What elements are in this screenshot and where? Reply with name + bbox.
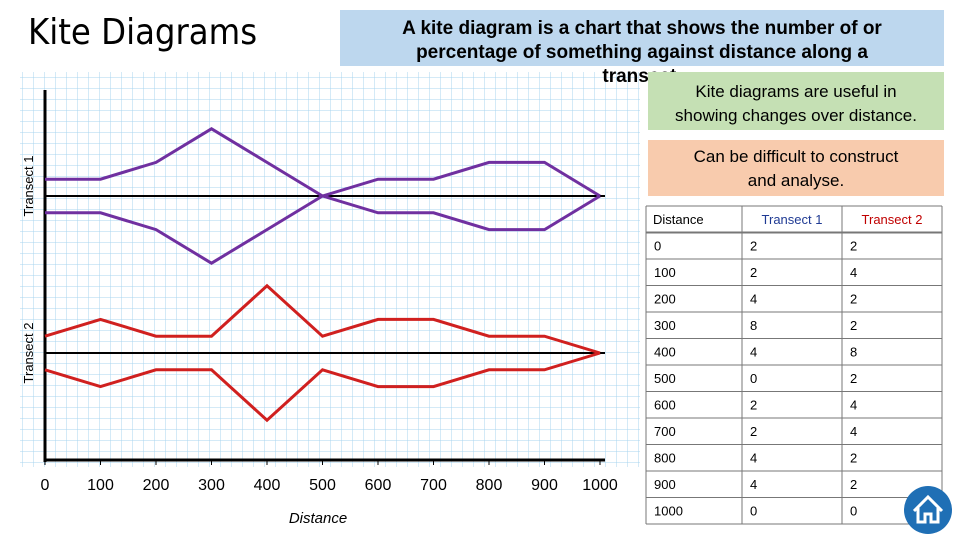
table-cell: 200: [654, 292, 676, 307]
table-cell: 2: [850, 451, 857, 466]
table-cell: 0: [750, 371, 757, 386]
table-cell: 300: [654, 318, 676, 333]
home-icon[interactable]: [912, 494, 944, 524]
useful-text: Kite diagrams are useful in showing chang…: [675, 82, 917, 125]
table-header: Distance: [653, 212, 704, 227]
table-cell: 4: [850, 265, 857, 280]
table-cell: 500: [654, 371, 676, 386]
y-label-transect-2: Transect 2: [21, 323, 36, 384]
kite-edge-transect-2: [44, 283, 601, 355]
x-tick-label: 400: [254, 477, 281, 494]
x-tick-label: 200: [143, 477, 170, 494]
table-cell: 2: [850, 239, 857, 254]
table-cell: 2: [850, 371, 857, 386]
table-cell: 4: [750, 292, 757, 307]
intro-box: [340, 10, 944, 66]
table-cell: 0: [750, 504, 757, 519]
table-cell: 4: [850, 424, 857, 439]
useful-box: [648, 72, 944, 130]
x-tick-label: 100: [87, 477, 114, 494]
graph-paper: [20, 72, 640, 467]
table-cell: 2: [850, 477, 857, 492]
table-header: Transect 1: [762, 212, 823, 227]
table-cell: 100: [654, 265, 676, 280]
table-cell: 2: [750, 239, 757, 254]
table-cell: 700: [654, 424, 676, 439]
table-cell: 8: [750, 318, 757, 333]
kite-edge-transect-2: [44, 351, 601, 423]
table-cell: 400: [654, 345, 676, 360]
x-tick-label: 500: [309, 477, 336, 494]
table-cell: 0: [654, 239, 661, 254]
x-tick-label: 1000: [582, 477, 618, 494]
difficult-text: Can be difficult to construct and analyse…: [694, 147, 899, 190]
x-tick-label: 600: [365, 477, 392, 494]
table-cell: 8: [850, 345, 857, 360]
table-cell: 2: [750, 424, 757, 439]
home-button[interactable]: [904, 486, 952, 534]
table-cell: 900: [654, 477, 676, 492]
table-cell: 4: [750, 477, 757, 492]
difficult-box: [648, 140, 944, 196]
table-cell: 4: [750, 345, 757, 360]
table-cell: 2: [750, 398, 757, 413]
x-tick-label: 300: [198, 477, 225, 494]
table-cell: 0: [850, 504, 857, 519]
table-cell: 4: [750, 451, 757, 466]
x-tick-label: 700: [420, 477, 447, 494]
table-cell: 4: [850, 398, 857, 413]
table-cell: 2: [850, 292, 857, 307]
y-label-transect-1: Transect 1: [21, 156, 36, 217]
slide-title: Kite Diagrams: [28, 12, 257, 53]
kite-edge-transect-1: [45, 194, 601, 265]
table-cell: 2: [750, 265, 757, 280]
x-tick-label: 900: [531, 477, 558, 494]
x-tick-label: 800: [476, 477, 503, 494]
table-cell: 1000: [654, 504, 683, 519]
table-cell: 2: [850, 318, 857, 333]
intro-text: A kite diagram is a chart that shows the…: [402, 18, 882, 87]
x-axis-label: Distance: [289, 510, 347, 527]
home-circle[interactable]: [904, 486, 952, 534]
x-tick-label: 0: [41, 477, 50, 494]
table-header: Transect 2: [862, 212, 923, 227]
table-cell: 800: [654, 451, 676, 466]
table-cell: 600: [654, 398, 676, 413]
